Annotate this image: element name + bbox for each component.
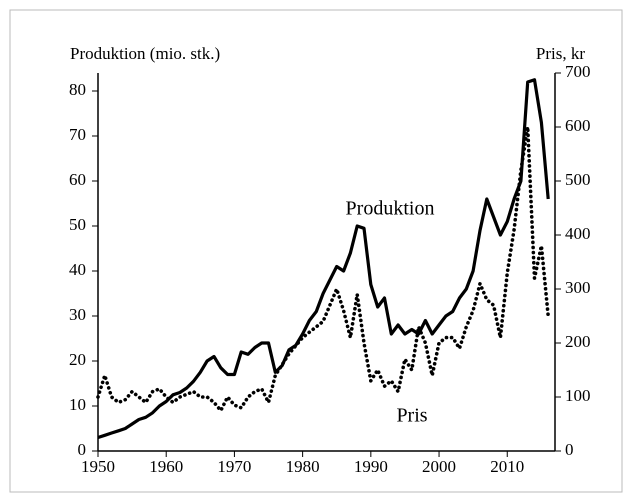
y2-axis-label: Pris, kr	[536, 44, 585, 63]
x-tick-label: 1970	[217, 457, 251, 476]
y2-tick-label: 0	[565, 440, 574, 459]
x-tick-label: 1990	[354, 457, 388, 476]
y-tick-label: 20	[69, 350, 86, 369]
y2-tick-label: 700	[565, 62, 591, 81]
y2-tick-label: 400	[565, 224, 591, 243]
series-line	[96, 125, 550, 413]
x-tick-label: 1950	[81, 457, 115, 476]
x-tick-label: 2000	[422, 457, 456, 476]
y2-tick-label: 300	[565, 278, 591, 297]
y2-tick-label: 600	[565, 116, 591, 135]
y2-tick-label: 100	[565, 386, 591, 405]
y-tick-label: 80	[69, 80, 86, 99]
x-tick-label: 1960	[149, 457, 183, 476]
x-tick-label: 1980	[286, 457, 320, 476]
annotation: Produktion	[346, 198, 435, 220]
y-tick-label: 50	[69, 215, 86, 234]
series-line	[97, 78, 550, 440]
y-tick-label: 10	[69, 395, 86, 414]
y-tick-label: 30	[69, 305, 86, 324]
annotation: Pris	[396, 405, 427, 427]
y2-tick-label: 200	[565, 332, 591, 351]
y-tick-label: 40	[69, 260, 86, 279]
y-tick-label: 0	[78, 440, 87, 459]
x-tick-label: 2010	[490, 457, 524, 476]
frame	[9, 9, 623, 493]
y-axis-label: Produktion (mio. stk.)	[70, 44, 220, 63]
y2-tick-label: 500	[565, 170, 591, 189]
y-tick-label: 60	[69, 170, 86, 189]
y-tick-label: 70	[69, 125, 86, 144]
